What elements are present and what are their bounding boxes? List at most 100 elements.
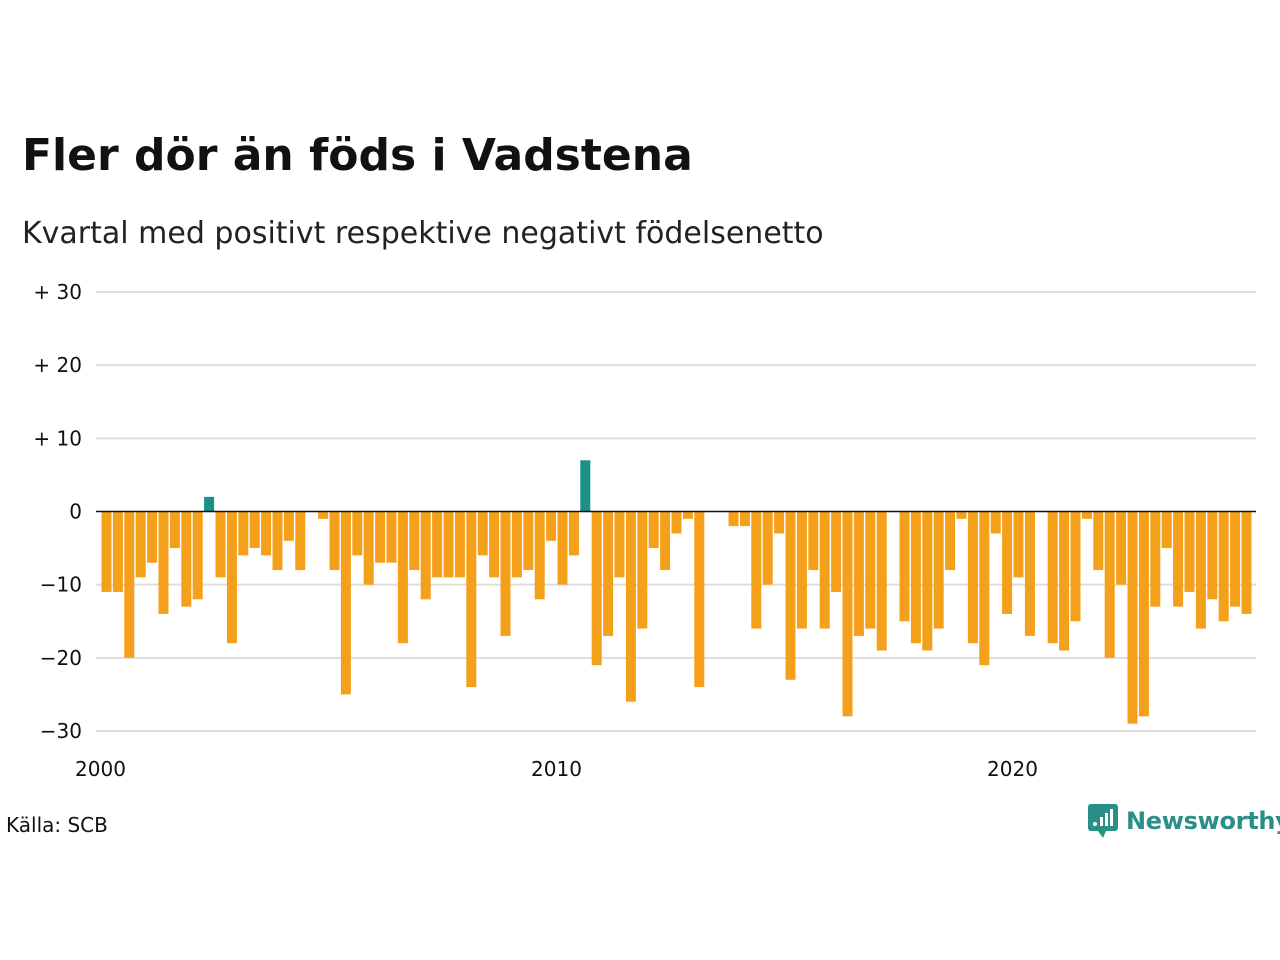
bar-negative [568, 511, 579, 556]
bar-negative [945, 511, 956, 571]
bar-negative [1070, 511, 1081, 622]
bar-negative [1138, 511, 1149, 717]
chart-title: Fler dör än föds i Vadstena [22, 130, 693, 181]
bar-negative [614, 511, 625, 578]
bar-negative [409, 511, 420, 571]
bar-negative [660, 511, 671, 571]
bar-negative [112, 511, 123, 592]
bar-negative [489, 511, 500, 578]
bar-negative [1195, 511, 1206, 629]
y-tick-label: −10 [40, 573, 82, 597]
bar-negative [534, 511, 545, 600]
bar-negative [397, 511, 408, 644]
bar-negative [1150, 511, 1161, 607]
bar-positive [580, 460, 591, 512]
bar-negative [933, 511, 944, 629]
bar-negative [249, 511, 260, 549]
bar-negative [466, 511, 477, 688]
bar-negative [682, 511, 693, 519]
bar-negative [876, 511, 887, 651]
y-axis-labels: + 30 + 20 + 10 0 −10 −20 −30 [33, 280, 82, 743]
bar-negative [694, 511, 705, 688]
bar-negative [135, 511, 146, 578]
bar-negative [1093, 511, 1104, 571]
y-tick-label: −20 [40, 646, 82, 670]
y-tick-label: + 20 [33, 353, 82, 377]
bar-negative [238, 511, 249, 556]
bar-negative [420, 511, 431, 600]
bar-negative [1184, 511, 1195, 592]
bar-negative [1241, 511, 1252, 614]
bar-negative [831, 511, 842, 592]
bar-negative [956, 511, 967, 519]
bar-negative [842, 511, 853, 717]
bar-chart: + 30 + 20 + 10 0 −10 −20 −30 2000 2010 2020 [33, 280, 1256, 781]
bar-negative [865, 511, 876, 629]
bar-negative [454, 511, 465, 578]
bar-negative [774, 511, 785, 534]
bar-negative [728, 511, 739, 527]
bar-negative [443, 511, 454, 578]
x-tick-label: 2020 [987, 757, 1038, 781]
newsworthy-logo: Newsworthy [1088, 804, 1280, 838]
bar-negative [625, 511, 636, 702]
bar-negative [1013, 511, 1024, 578]
bar-negative [819, 511, 830, 629]
bar-negative [637, 511, 648, 629]
gridlines [96, 291, 1256, 732]
bar-negative [215, 511, 226, 578]
brand-name: Newsworthy [1126, 807, 1280, 835]
bar-negative [591, 511, 602, 666]
bar-negative [1218, 511, 1229, 622]
newsworthy-logo-icon [1088, 804, 1118, 838]
source-note: Källa: SCB [6, 813, 108, 837]
bar-negative [1127, 511, 1138, 724]
bar-negative [124, 511, 135, 658]
bar-negative [363, 511, 374, 585]
bar-negative [739, 511, 750, 527]
bar-negative [329, 511, 340, 571]
x-tick-label: 2000 [75, 757, 126, 781]
bar-negative [808, 511, 819, 571]
bar-negative [899, 511, 910, 622]
bar-negative [853, 511, 864, 636]
bar-negative [648, 511, 659, 549]
bar-negative [671, 511, 682, 534]
bar-negative [751, 511, 762, 629]
bar-negative [1161, 511, 1172, 549]
bar-negative [922, 511, 933, 651]
bar-negative [181, 511, 192, 607]
bar-negative [1081, 511, 1092, 519]
y-tick-label: 0 [69, 500, 82, 524]
bar-negative [375, 511, 386, 563]
bar-negative [796, 511, 807, 629]
bar-negative [1173, 511, 1184, 607]
bar-negative [557, 511, 568, 585]
bar-negative [1230, 511, 1241, 607]
bar-negative [226, 511, 237, 644]
y-tick-label: + 30 [33, 280, 82, 304]
bar-negative [1002, 511, 1013, 614]
x-tick-label: 2010 [531, 757, 582, 781]
bar-negative [169, 511, 180, 549]
bar-negative [352, 511, 363, 556]
bar-negative [1047, 511, 1058, 644]
bar-negative [785, 511, 796, 680]
bar-negative [546, 511, 557, 541]
bar-negative [500, 511, 511, 636]
bar-negative [261, 511, 272, 556]
bar-negative [101, 511, 112, 592]
bars [101, 460, 1252, 724]
x-axis-labels: 2000 2010 2020 [75, 757, 1038, 781]
bar-negative [318, 511, 329, 519]
bar-negative [511, 511, 522, 578]
bar-negative [272, 511, 283, 571]
bar-negative [910, 511, 921, 644]
bar-negative [295, 511, 306, 571]
bar-positive [204, 496, 215, 512]
bar-negative [158, 511, 169, 614]
bar-negative [1059, 511, 1070, 651]
bar-negative [979, 511, 990, 666]
bar-negative [192, 511, 203, 600]
bar-negative [386, 511, 397, 563]
